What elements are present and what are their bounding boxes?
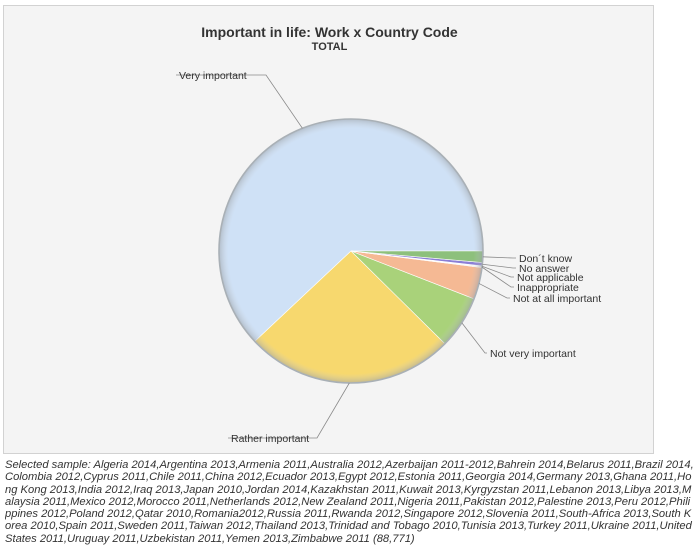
slice-label-not-at-all-important: Not at all important xyxy=(513,293,601,305)
leader-line-inappropriate xyxy=(481,266,514,288)
sample-footnote: Selected sample: Algeria 2014,Argentina … xyxy=(5,459,694,545)
slice-label-rather-important: Rather important xyxy=(231,433,309,445)
pie-chart: Very important Rather important Not very i… xyxy=(176,70,601,445)
chart-panel: Very important Rather important Not very i… xyxy=(3,5,654,454)
leader-line-not-at-all-important xyxy=(478,283,510,299)
slice-label-inappropriate: Inappropriate xyxy=(517,282,579,294)
leader-line-no-answer xyxy=(482,263,516,269)
leader-line-not-very-important xyxy=(461,322,487,354)
leader-line-not-applicable xyxy=(481,265,514,278)
slice-label-not-applicable: Not applicable xyxy=(517,272,584,284)
chart-subtitle: TOTAL xyxy=(311,41,348,53)
leader-line-don-t-know xyxy=(482,256,516,259)
leader-line-very-important xyxy=(176,74,303,129)
slice-label-no-answer: No answer xyxy=(519,263,570,275)
slice-label-very-important: Very important xyxy=(179,70,247,82)
leader-line-rather-important xyxy=(228,382,350,439)
slice-label-don-t-know: Don´t know xyxy=(519,253,573,265)
chart-title: Important in life: Work x Country Code xyxy=(201,24,458,40)
pie-rim xyxy=(218,118,484,384)
slice-label-not-very-important: Not very important xyxy=(490,348,576,360)
